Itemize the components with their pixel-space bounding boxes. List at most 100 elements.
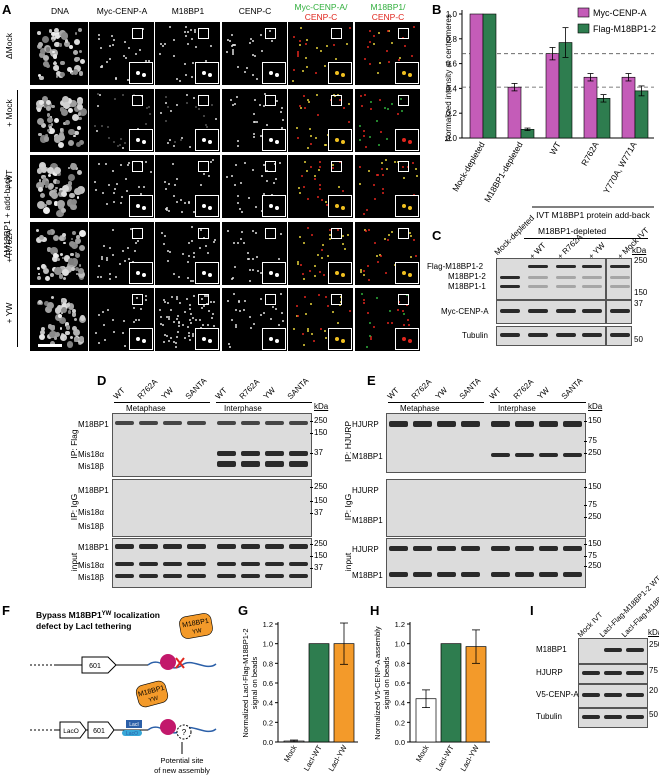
centromere-dot (253, 323, 256, 326)
dna-speck (37, 272, 41, 275)
d-band (289, 544, 308, 549)
inset-dot (275, 206, 279, 210)
centromere-dot (332, 93, 335, 96)
centromere-dot (207, 324, 210, 327)
e-band (413, 421, 432, 427)
i-mw-0: 250 (649, 640, 659, 649)
dna-speck (70, 163, 78, 171)
centromere-dot (237, 66, 240, 69)
centromere-dot (186, 93, 189, 96)
centromere-dot (324, 337, 327, 340)
inset-dot (341, 273, 345, 277)
centromere-dot (359, 166, 362, 169)
merge1-red: CENP-C (304, 12, 338, 22)
band-m18bp1-1 (528, 285, 548, 288)
micrograph-r4-c0 (30, 288, 88, 351)
zoom-inset (395, 195, 419, 217)
centromere-dot (243, 309, 246, 312)
inset-dot (269, 337, 273, 341)
e-band (491, 421, 510, 427)
centromere-dot (232, 242, 235, 245)
dna-speck (65, 266, 73, 274)
centromere-dot (186, 326, 189, 329)
centromere-dot (255, 232, 258, 235)
micrograph-r0-c4 (288, 22, 353, 85)
centromere-dot (194, 29, 197, 32)
centromere-dot (314, 72, 317, 75)
f-seq-601-2: 601 (93, 728, 105, 735)
centromere-dot (273, 163, 276, 166)
f-blob-top-text: M18BP1 (182, 618, 210, 630)
centromere-dot (205, 123, 208, 126)
e-band (515, 453, 534, 457)
centromere-dot (256, 77, 259, 80)
centromere-dot (379, 62, 382, 65)
f-nucleosome-2 (160, 719, 176, 735)
dna-speck (73, 64, 82, 73)
centromere-dot (103, 323, 106, 326)
dna-speck (53, 178, 59, 184)
d-mw-tick (310, 453, 313, 454)
dna-speck (67, 261, 76, 270)
micrograph-r1-c2 (155, 89, 220, 152)
d-row-label-0-2: Mis18β (78, 462, 104, 471)
dna-speck (46, 199, 53, 206)
i-band (604, 715, 622, 719)
centromere-dot (296, 137, 299, 140)
c-group-rule (524, 238, 648, 239)
dna-speck (64, 120, 70, 126)
d-band (187, 421, 206, 425)
centromere-dot (162, 341, 165, 344)
zoom-inset (195, 195, 219, 217)
centromere-dot (165, 207, 168, 210)
dna-speck (79, 139, 84, 145)
centromere-dot (302, 241, 305, 244)
e-band (539, 572, 558, 577)
inset-dot (269, 204, 273, 208)
centromere-dot (189, 279, 192, 282)
dna-speck (60, 297, 65, 302)
centromere-dot (393, 161, 396, 164)
centromere-dot (368, 170, 371, 173)
centromere-dot (277, 258, 280, 261)
dna-speck (54, 118, 59, 123)
centromere-dot (126, 79, 129, 82)
dna-speck (54, 33, 60, 40)
dna-speck (36, 228, 40, 232)
band-flag-m18bp1 (556, 265, 576, 268)
micrograph-r4-c5 (355, 288, 420, 351)
e-band (491, 572, 510, 577)
centromere-dot (381, 188, 384, 191)
b-category-label: M18BP1-depleted (482, 140, 525, 204)
b-ytick-label: 0.0 (446, 134, 458, 143)
panel-f-label: F (2, 603, 10, 618)
b-legend: Myc-CENP-A Flag-M18BP1-2 (577, 7, 656, 34)
centromere-dot (386, 29, 389, 32)
zoom-inset (395, 62, 419, 84)
centromere-dot (136, 127, 139, 130)
dna-speck (37, 186, 44, 193)
dna-speck (65, 330, 70, 335)
dna-speck (72, 329, 80, 337)
centromere-dot (169, 139, 172, 142)
centromere-dot (254, 121, 257, 124)
centromere-dot (124, 345, 127, 348)
dna-speck (61, 109, 69, 117)
centromere-dot (231, 278, 234, 281)
dna-speck (75, 57, 80, 62)
dna-speck (47, 116, 53, 123)
centromere-dot (200, 229, 203, 232)
centromere-dot (243, 162, 246, 165)
dna-speck (78, 268, 85, 274)
e-band (461, 572, 480, 577)
centromere-dot (237, 144, 240, 147)
h-ytick-label: 0.4 (395, 699, 405, 708)
centromere-dot (278, 161, 281, 164)
dna-speck (78, 71, 84, 77)
centromere-dot (122, 93, 125, 96)
zoom-box (265, 228, 276, 239)
centromere-dot (407, 318, 410, 321)
centromere-dot (252, 268, 255, 271)
dna-speck (67, 341, 74, 348)
centromere-dot (318, 161, 321, 164)
